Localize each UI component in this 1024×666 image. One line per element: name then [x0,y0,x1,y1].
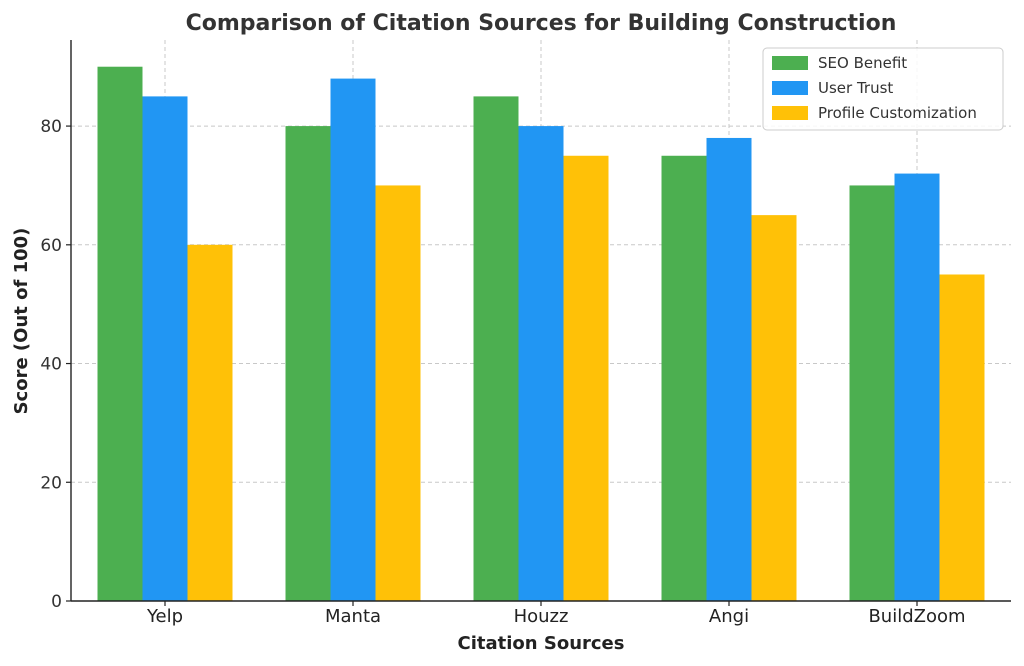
legend-swatch [772,56,808,70]
legend-box [762,47,1004,131]
bar-houzz-user-trust [518,126,564,601]
bars-group [97,66,985,602]
bar-yelp-user-trust [142,96,188,602]
bar-manta-profile-customization [375,185,421,601]
legend-label: SEO Benefit [818,54,907,72]
legend-swatch [772,106,808,120]
bar-buildzoom-profile-customization [939,274,985,601]
x-tick-label: Houzz [514,606,569,627]
y-tick-labels: 0 20 40 60 80 [40,117,71,612]
x-axis-label: Citation Sources [458,633,625,654]
x-tick-label: BuildZoom [868,606,965,627]
x-tick-label: Angi [709,606,749,627]
bar-angi-seo-benefit [661,155,707,601]
legend-label: Profile Customization [818,104,977,122]
bar-yelp-profile-customization [187,244,233,602]
legend: SEO Benefit User Trust Profile Customizati… [762,47,1004,131]
bar-houzz-profile-customization [563,155,609,601]
x-tick-labels: Yelp Manta Houzz Angi BuildZoom [146,601,966,627]
y-tick-label: 20 [40,473,62,493]
x-tick-label: Yelp [146,606,183,627]
x-tick-label: Manta [325,606,381,627]
bar-yelp-seo-benefit [97,66,143,601]
y-tick-label: 60 [40,236,62,256]
bar-manta-seo-benefit [285,126,331,601]
bar-angi-user-trust [706,137,752,601]
bar-manta-user-trust [330,78,376,602]
y-tick-label: 40 [40,355,62,375]
chart-title: Comparison of Citation Sources for Build… [186,11,897,36]
y-tick-label: 80 [40,117,62,137]
bar-buildzoom-seo-benefit [849,185,895,601]
legend-swatch [772,81,808,95]
bar-buildzoom-user-trust [894,173,940,602]
y-axis-label: Score (Out of 100) [11,228,32,415]
bar-houzz-seo-benefit [473,96,519,602]
bar-angi-profile-customization [751,215,797,601]
y-tick-label: 0 [51,592,62,612]
legend-label: User Trust [818,79,893,97]
